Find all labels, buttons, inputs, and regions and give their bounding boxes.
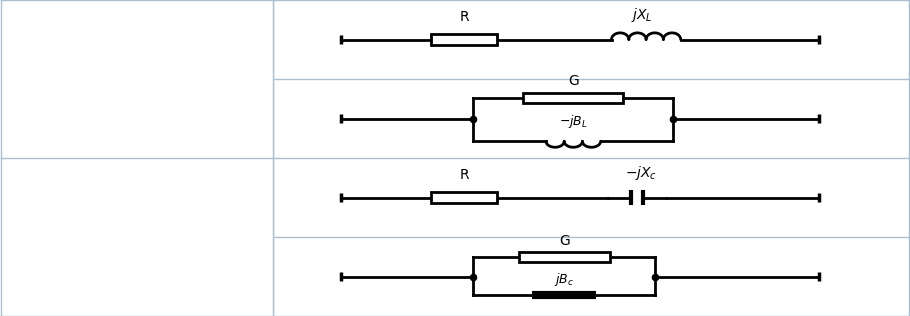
Text: $-jX_c$: $-jX_c$ xyxy=(625,164,658,182)
Text: $jX_L$: $jX_L$ xyxy=(631,6,652,24)
Bar xyxy=(431,34,497,45)
Text: $jB_c$: $jB_c$ xyxy=(554,270,574,288)
Text: $-jB_L$: $-jB_L$ xyxy=(559,112,588,130)
Text: G: G xyxy=(559,234,570,248)
Bar xyxy=(431,192,497,203)
Text: R: R xyxy=(460,168,469,182)
Text: R: R xyxy=(460,10,469,24)
Text: G: G xyxy=(568,75,579,88)
Bar xyxy=(519,252,610,262)
Bar xyxy=(523,93,623,103)
